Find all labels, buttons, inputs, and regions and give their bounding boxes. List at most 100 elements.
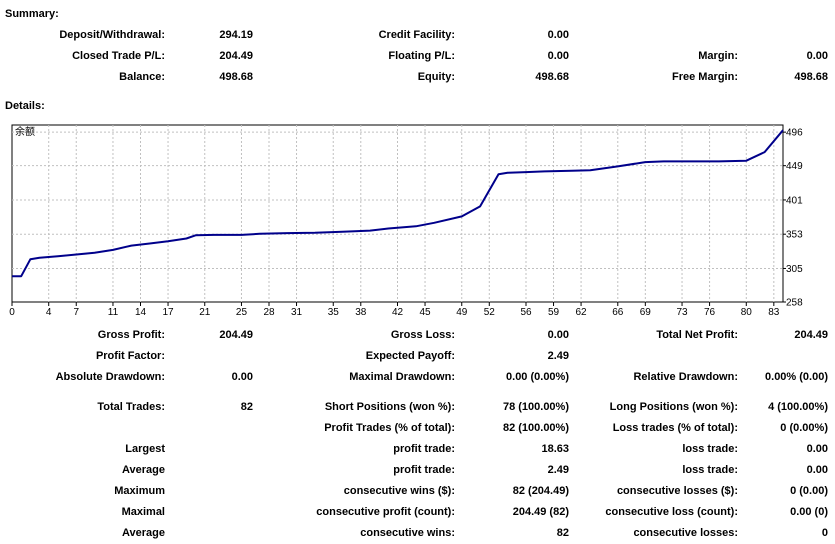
details-value: 78 (100.00%) [502,401,569,413]
details-value: 0 (0.00) [790,485,828,497]
chart-x-tick-label: 17 [162,307,174,318]
summary-label: Floating P/L: [388,50,455,62]
details-label: loss trade: [682,464,738,476]
details-label: Maximal [121,506,165,518]
summary-label: Margin: [698,50,738,62]
details-label: Absolute Drawdown: [55,371,165,383]
details-label: Average [121,464,165,476]
details-label: consecutive losses: [633,527,738,539]
chart-x-tick-label: 42 [392,307,404,318]
details-value: 0.00 [806,443,828,455]
summary-value: 204.49 [219,50,253,62]
details-label: Expected Payoff: [365,350,455,362]
chart-title: 余额 [15,125,35,138]
details-label: Long Positions (won %): [609,401,738,413]
details-value: 82 [240,401,253,413]
summary-label: Credit Facility: [378,29,455,41]
chart-balance-line [12,129,784,278]
details-value: 0.00 (0) [790,506,828,518]
chart-x-tick-label: 45 [419,307,431,318]
summary-value: 498.68 [535,71,569,83]
details-label: profit trade: [393,464,455,476]
chart-x-tick-label: 35 [328,307,340,318]
chart-y-tick-label: 449 [786,161,803,172]
chart-y-tick-label: 401 [786,195,803,206]
summary-title: Summary: [5,8,59,20]
summary-value: 0.00 [547,29,569,41]
chart-y-tick-label: 496 [786,128,803,139]
details-label: profit trade: [393,443,455,455]
chart-x-tick-label: 14 [135,307,147,318]
chart-grid-y [12,131,783,269]
chart-x-tick-label: 69 [640,307,652,318]
details-label: Profit Factor: [95,350,165,362]
details-value: 204.49 [219,329,253,341]
chart-y-tick-label: 305 [786,264,803,275]
chart-x-tick-label: 73 [676,307,688,318]
details-label: Short Positions (won %): [324,401,455,413]
details-value: 0.00 [547,329,569,341]
details-value: 0 [821,527,828,539]
details-value: 0 (0.00%) [780,422,828,434]
summary-label: Deposit/Withdrawal: [59,29,165,41]
summary-label: Closed Trade P/L: [72,50,165,62]
chart-x-tick-label: 52 [484,307,496,318]
details-label: consecutive losses ($): [616,485,738,497]
chart-x-tick-label: 11 [108,307,119,318]
chart-x-tick-label: 66 [612,307,624,318]
details-label: Maximum [114,485,165,497]
details-label: Largest [125,443,165,455]
chart-grid-x [48,125,775,302]
chart-x-tick-label: 25 [236,307,248,318]
chart-series [12,129,784,278]
summary-label: Equity: [417,71,455,83]
details-label: Total Trades: [97,401,165,413]
details-value: 2.49 [547,464,569,476]
details-label: Relative Drawdown: [633,371,738,383]
details-value: 0.00 [231,371,253,383]
details-value: 204.49 (82) [512,506,569,518]
summary-value: 498.68 [219,71,253,83]
details-value: 18.63 [541,443,569,455]
balance-chart: 0 4 7 11 14 17 21 25 28 31 35 38 42 45 49 52 56 59 62 66 69 7… [9,124,803,318]
summary-label: Balance: [119,71,165,83]
chart-y-tick-label: 353 [786,230,803,241]
chart-x-tick-label: 76 [704,307,716,318]
chart-y-ticks: 258 305 353 401 449 496 [783,128,803,309]
details-value: 204.49 [794,329,828,341]
chart-x-tick-label: 7 [73,307,79,318]
details-value: 82 [556,527,569,539]
chart-x-tick-label: 59 [548,307,560,318]
chart-x-ticks: 0 4 7 11 14 17 21 25 28 31 35 38 42 45 49 52 56 59 62 66 69 7… [9,302,780,318]
chart-x-tick-label: 21 [199,307,211,318]
details-title: Details: [5,100,45,112]
summary-value: 0.00 [547,50,569,62]
details-label: consecutive profit (count): [316,506,455,518]
details-value: 0.00% (0.00) [765,371,828,383]
summary-value: 0.00 [806,50,828,62]
details-label: Profit Trades (% of total): [324,422,455,434]
details-label: Average [121,527,165,539]
chart-x-tick-label: 4 [46,307,52,318]
chart-x-tick-label: 62 [576,307,588,318]
details-value: 4 (100.00%) [768,401,828,413]
summary-value: 294.19 [219,29,253,41]
chart-x-tick-label: 49 [456,307,468,318]
details-label: consecutive wins: [360,527,455,539]
details-label: Maximal Drawdown: [349,371,455,383]
chart-x-tick-label: 80 [741,307,753,318]
details-label: Loss trades (% of total): [612,422,738,434]
details-label: Gross Loss: [390,329,455,341]
details-label: consecutive loss (count): [605,506,738,518]
chart-x-tick-label: 38 [355,307,367,318]
chart-x-tick-label: 83 [768,307,780,318]
chart-y-tick-label: 258 [786,298,803,309]
details-value: 82 (100.00%) [502,422,569,434]
chart-x-tick-label: 56 [520,307,532,318]
details-label: Gross Profit: [97,329,165,341]
summary-label: Free Margin: [671,71,738,83]
chart-x-tick-label: 31 [291,307,303,318]
details-value: 0.00 [806,464,828,476]
chart-x-tick-label: 0 [9,307,15,318]
details-value: 0.00 (0.00%) [506,371,569,383]
